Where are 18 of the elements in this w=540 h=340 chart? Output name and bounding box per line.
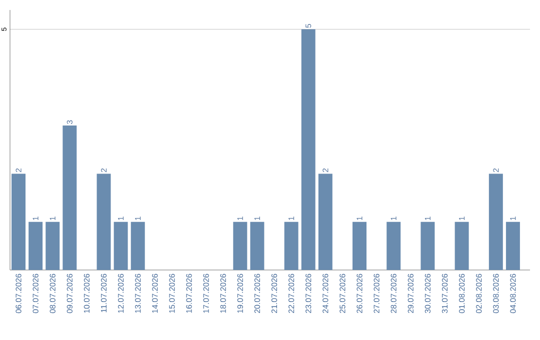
bar <box>46 222 60 270</box>
bar <box>454 222 469 270</box>
bar <box>420 222 435 270</box>
bar <box>233 222 248 270</box>
bar <box>250 222 264 270</box>
bar <box>301 29 316 270</box>
bar <box>352 222 366 270</box>
bar <box>318 174 332 270</box>
bar <box>12 174 26 270</box>
bar <box>130 222 145 270</box>
bar <box>28 222 43 270</box>
bar <box>386 222 401 270</box>
bar <box>96 174 111 270</box>
bar <box>62 126 77 270</box>
bar <box>114 222 128 270</box>
bar <box>284 222 298 270</box>
bar <box>488 174 503 270</box>
bar <box>506 222 520 270</box>
